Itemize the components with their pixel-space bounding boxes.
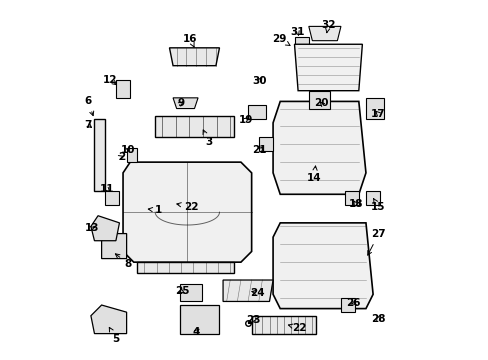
Polygon shape	[272, 102, 365, 194]
Polygon shape	[308, 91, 329, 109]
Polygon shape	[105, 191, 119, 205]
Polygon shape	[308, 26, 340, 41]
Polygon shape	[294, 44, 362, 91]
Text: 6: 6	[84, 96, 94, 116]
Polygon shape	[247, 105, 265, 119]
Polygon shape	[155, 116, 233, 137]
Text: 19: 19	[238, 115, 252, 125]
Text: 18: 18	[348, 199, 363, 209]
Text: 29: 29	[272, 34, 289, 45]
Polygon shape	[102, 234, 126, 258]
Polygon shape	[91, 216, 119, 241]
Polygon shape	[223, 280, 272, 301]
Polygon shape	[272, 223, 372, 309]
Text: 2: 2	[118, 152, 124, 162]
Text: 22: 22	[288, 323, 306, 333]
Text: 26: 26	[346, 298, 360, 308]
Polygon shape	[365, 191, 380, 205]
Text: 22: 22	[177, 202, 199, 212]
Text: 23: 23	[245, 315, 260, 325]
Polygon shape	[123, 162, 251, 262]
Text: 10: 10	[121, 145, 135, 155]
Polygon shape	[251, 316, 315, 334]
Text: 27: 27	[367, 229, 385, 255]
Text: 20: 20	[313, 98, 328, 108]
Text: 14: 14	[306, 166, 321, 183]
Polygon shape	[126, 148, 137, 162]
Text: 16: 16	[183, 34, 197, 47]
Polygon shape	[91, 305, 126, 334]
Text: 8: 8	[115, 254, 132, 269]
Polygon shape	[180, 305, 219, 334]
Text: 24: 24	[249, 288, 264, 297]
Text: 30: 30	[252, 76, 266, 86]
Polygon shape	[94, 119, 105, 191]
Polygon shape	[365, 98, 383, 119]
Polygon shape	[173, 98, 198, 109]
Polygon shape	[294, 37, 308, 55]
Text: 11: 11	[100, 184, 114, 194]
Text: 15: 15	[370, 199, 385, 212]
Polygon shape	[137, 262, 233, 273]
Text: 28: 28	[370, 314, 385, 324]
Text: 9: 9	[177, 98, 184, 108]
Text: 4: 4	[192, 327, 200, 337]
Polygon shape	[344, 191, 358, 205]
Text: 21: 21	[252, 145, 266, 156]
Polygon shape	[180, 284, 201, 301]
Text: 12: 12	[103, 75, 118, 85]
Polygon shape	[169, 48, 219, 66]
Polygon shape	[116, 80, 130, 98]
Text: 31: 31	[289, 27, 304, 37]
Text: 3: 3	[203, 130, 212, 148]
Text: 32: 32	[321, 19, 335, 33]
Text: 25: 25	[174, 287, 189, 296]
Text: 5: 5	[109, 327, 119, 344]
Text: 7: 7	[84, 120, 92, 130]
Text: 1: 1	[148, 205, 162, 215]
Text: 17: 17	[370, 109, 385, 119]
Polygon shape	[258, 137, 272, 152]
Text: 13: 13	[84, 223, 99, 233]
Polygon shape	[340, 298, 354, 312]
